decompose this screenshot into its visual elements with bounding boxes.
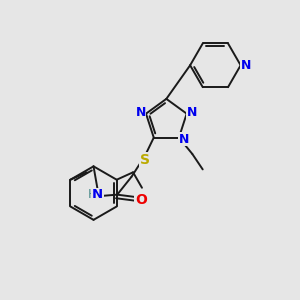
Text: S: S [140,153,150,166]
Text: H: H [88,188,97,202]
Text: N: N [92,188,103,202]
Text: N: N [241,59,251,72]
Text: O: O [135,193,147,207]
Text: N: N [187,106,197,119]
Text: N: N [179,133,190,146]
Text: N: N [136,106,146,119]
